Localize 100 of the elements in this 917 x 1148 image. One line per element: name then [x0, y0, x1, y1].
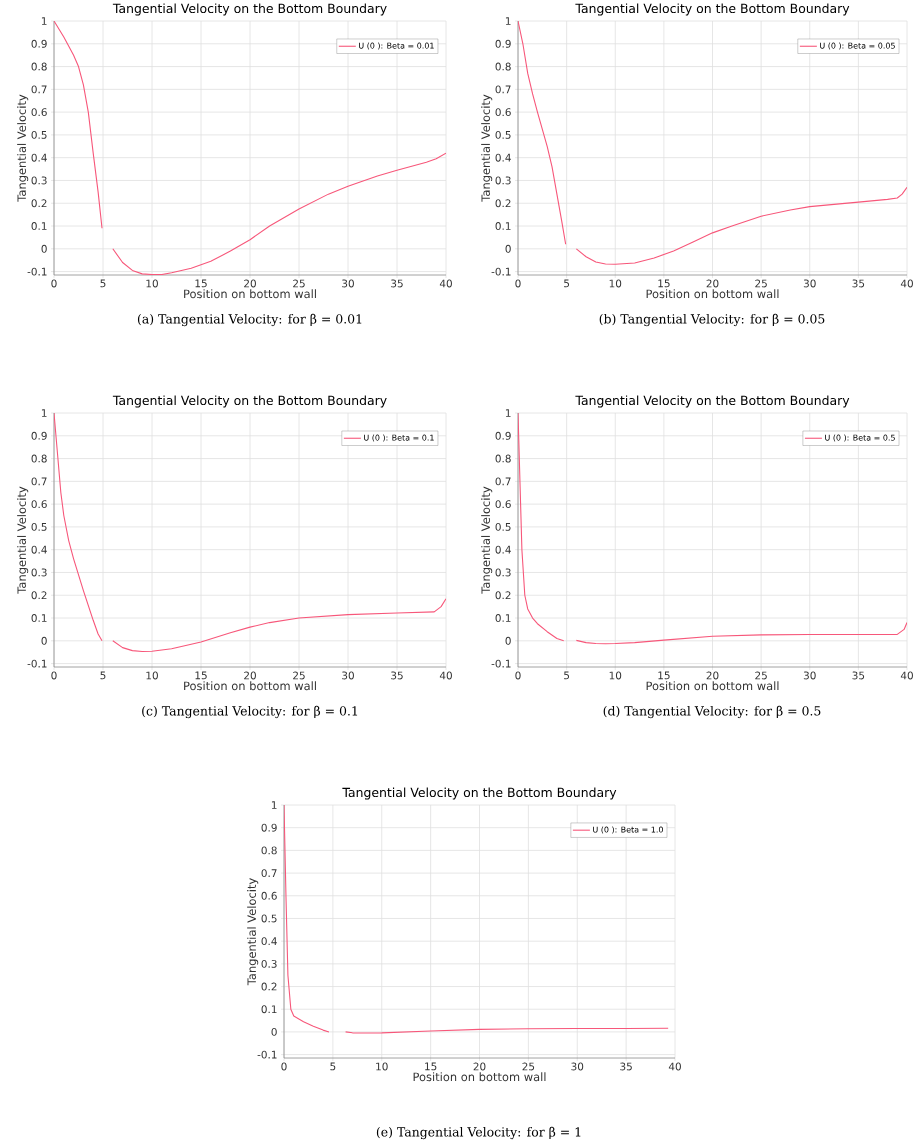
x-axis-title: Position on bottom wall	[413, 1072, 546, 1082]
y-tick-label: 0.1	[31, 614, 47, 622]
chart-title: Tangential Velocity on the Bottom Boundary	[575, 3, 850, 16]
x-tick-label: 5	[330, 1062, 336, 1071]
y-tick-label: 0.3	[261, 959, 277, 968]
y-tick-label: 0.7	[495, 85, 511, 94]
y-tick-label: 0.7	[31, 85, 47, 94]
x-tick-label: 40	[668, 1062, 681, 1071]
x-tick-label: 30	[342, 671, 354, 680]
y-tick-label: 0.2	[495, 591, 511, 600]
y-tick-label: 0.3	[495, 568, 511, 577]
x-tick-label: 10	[609, 671, 622, 680]
text: (e) Tangential Velocity: for β = 1	[376, 1126, 581, 1140]
y-tick-label: 0.8	[31, 454, 47, 463]
x-tick-label: 10	[146, 671, 158, 680]
y-tick-label: 0.5	[495, 130, 511, 139]
y-tick-label: 0.5	[261, 914, 277, 923]
y-tick-label: 0.1	[31, 222, 47, 230]
chart-title: Tangential Velocity on the Bottom Boundary	[575, 395, 850, 408]
y-tick-label: 0.4	[495, 153, 511, 162]
y-tick-label: 0.5	[31, 130, 47, 139]
x-tick-label: 35	[391, 671, 403, 680]
y-tick-label: 0.6	[495, 500, 511, 509]
x-tick-label: 25	[755, 279, 767, 288]
y-tick-label: 0	[271, 1027, 277, 1036]
y-axis-title: Tangential Velocity	[481, 486, 493, 594]
y-axis-title: Tangential Velocity	[481, 94, 493, 202]
y-tick-label: -0.1	[27, 659, 47, 668]
x-tick-label: 5	[564, 279, 570, 288]
y-axis-title: Tangential Velocity	[17, 486, 29, 594]
y-tick-label: 1	[41, 17, 47, 25]
y-tick-label: 0.8	[495, 454, 511, 463]
y-tick-label: 0.6	[31, 108, 47, 117]
y-tick-label: 0.4	[261, 937, 277, 946]
x-axis-title: Position on bottom wall	[646, 681, 779, 691]
text: (b) Tangential Velocity: for β = 0.05	[599, 313, 825, 327]
x-tick-label: 35	[620, 1062, 632, 1071]
y-tick-label: 0.6	[261, 891, 277, 900]
y-tick-label: -0.1	[27, 267, 47, 276]
y-tick-label: 0.7	[31, 477, 47, 486]
chart-title: Tangential Velocity on the Bottom Boundary	[112, 395, 387, 408]
y-axis-title: Tangential Velocity	[17, 94, 29, 202]
y-tick-label: -0.1	[491, 267, 511, 276]
y-tick-label: 0.7	[495, 477, 511, 486]
y-tick-label: 0.4	[31, 545, 47, 554]
x-axis-title: Position on bottom wall	[184, 681, 316, 691]
x-tick-label: 30	[571, 1062, 584, 1071]
x-tick-label: 40	[900, 279, 913, 288]
y-tick-label: 0	[505, 636, 511, 645]
x-tick-label: 30	[803, 671, 816, 680]
x-tick-label: 5	[100, 671, 106, 680]
x-tick-label: 15	[658, 671, 670, 680]
y-tick-label: 0.4	[31, 153, 47, 162]
x-tick-label: 20	[706, 671, 719, 680]
y-tick-label: 0.3	[31, 176, 47, 185]
x-tick-label: 15	[195, 279, 207, 288]
y-tick-label: 0.6	[31, 500, 47, 509]
y-tick-label: 0.3	[31, 568, 47, 577]
y-tick-label: 0	[41, 244, 47, 253]
y-tick-label: -0.1	[257, 1050, 277, 1059]
x-tick-label: 35	[391, 279, 403, 288]
y-tick-label: 0	[41, 636, 47, 645]
y-tick-label: 0.1	[495, 222, 511, 230]
y-tick-label: 0.6	[495, 108, 511, 117]
x-tick-label: 5	[564, 671, 570, 680]
x-tick-label: 25	[293, 671, 305, 680]
y-tick-label: 0.9	[31, 431, 47, 440]
y-tick-label: 1	[505, 17, 511, 25]
y-tick-label: 0.2	[31, 199, 47, 208]
x-tick-label: 0	[281, 1062, 287, 1071]
x-tick-label: 5	[100, 279, 106, 288]
y-tick-label: 1	[41, 409, 47, 417]
y-tick-label: 1	[505, 409, 511, 417]
y-tick-label: 0.9	[495, 39, 511, 48]
x-tick-label: 0	[515, 279, 521, 288]
x-tick-label: 35	[852, 279, 865, 288]
x-tick-label: 20	[706, 279, 719, 288]
y-tick-label: 0.8	[261, 846, 277, 855]
y-tick-label: 0.2	[31, 591, 47, 600]
x-tick-label: 10	[146, 279, 158, 288]
x-axis-title: Position on bottom wall	[184, 289, 316, 299]
x-tick-label: 40	[439, 279, 452, 288]
x-tick-label: 20	[244, 671, 256, 680]
y-tick-label: 0.7	[261, 869, 277, 878]
y-tick-label: 0.5	[31, 522, 47, 531]
y-tick-label: 0.3	[495, 176, 511, 185]
chart-title: Tangential Velocity on the Bottom Boundary	[112, 3, 387, 16]
x-tick-label: 30	[342, 279, 354, 288]
x-tick-label: 25	[293, 279, 305, 288]
x-tick-label: 0	[51, 671, 57, 680]
y-tick-label: 1	[271, 801, 277, 809]
y-tick-label: 0.1	[261, 1005, 277, 1014]
x-tick-label: 30	[803, 279, 816, 288]
x-tick-label: 15	[195, 671, 207, 680]
y-tick-label: 0.2	[495, 199, 511, 208]
y-tick-label: 0.4	[495, 545, 511, 554]
chart-title: Tangential Velocity on the Bottom Boundary	[342, 787, 617, 800]
x-tick-label: 20	[244, 279, 256, 288]
y-tick-label: 0	[505, 244, 511, 253]
y-tick-label: 0.8	[495, 62, 511, 71]
